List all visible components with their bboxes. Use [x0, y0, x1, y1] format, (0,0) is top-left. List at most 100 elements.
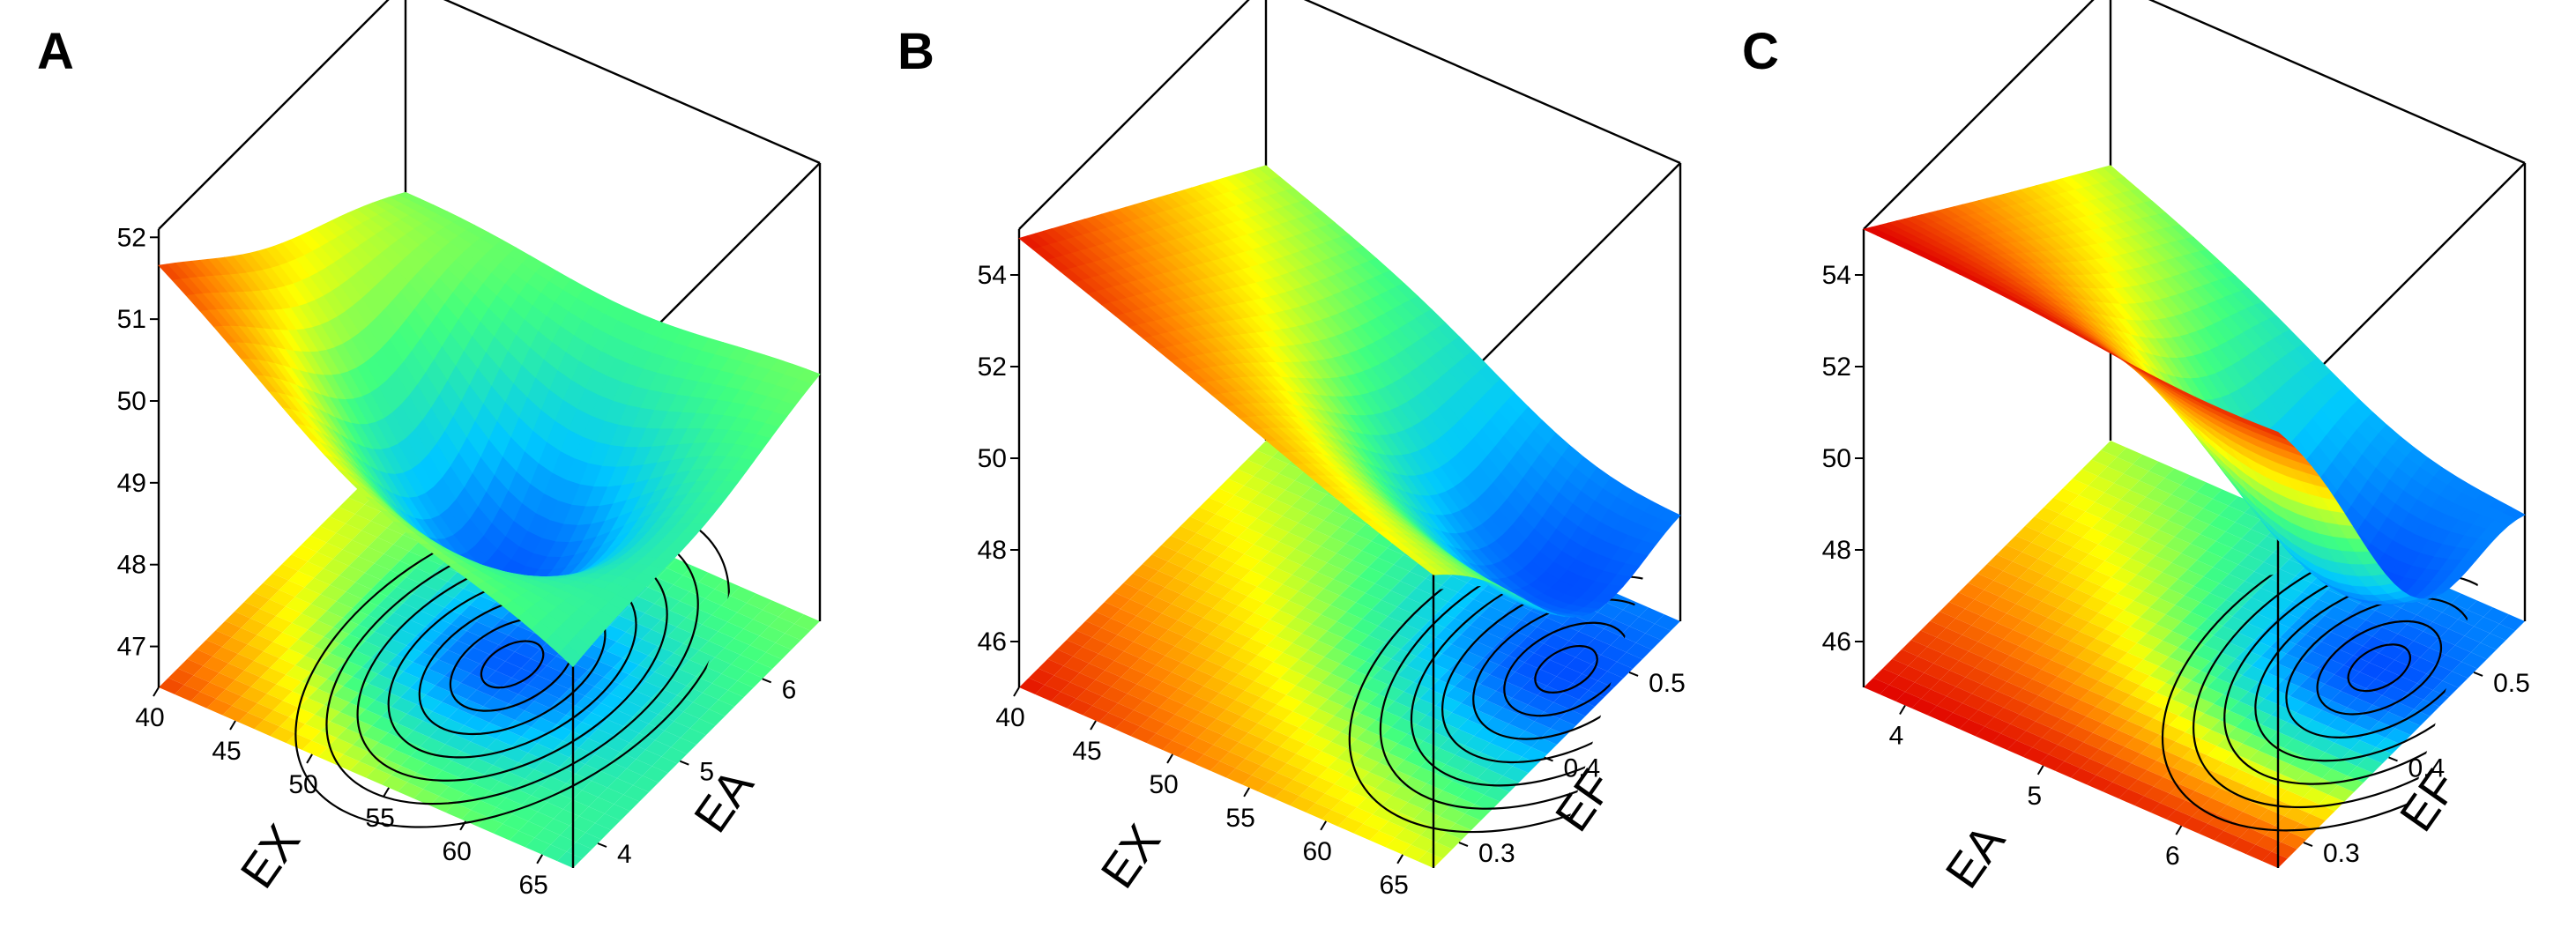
- floor-cell: [1343, 560, 1369, 577]
- floor-cell: [1339, 517, 1366, 535]
- floor-cell: [1143, 691, 1169, 708]
- floor-cell: [1345, 534, 1372, 551]
- floor-cell: [1298, 513, 1324, 531]
- floor-cell: [364, 563, 391, 580]
- floor-cell: [721, 664, 748, 681]
- floor-cell: [620, 742, 646, 760]
- x-tick-label: 6: [2165, 842, 2180, 871]
- floor-cell: [1381, 590, 1407, 607]
- floor-cell: [1076, 620, 1102, 638]
- floor-cell: [241, 686, 267, 703]
- floor-cell: [1355, 524, 1381, 542]
- floor-cell: [1133, 564, 1159, 581]
- floor-cell: [1206, 582, 1232, 599]
- floor-cell: [320, 516, 346, 533]
- floor-cell: [1374, 574, 1401, 590]
- floor-cell: [1333, 637, 1359, 655]
- floor-cell: [426, 753, 452, 770]
- floor-cell: [1196, 591, 1223, 609]
- floor-cell: [444, 666, 471, 683]
- floor-cell: [445, 734, 471, 752]
- floor-cell: [339, 566, 365, 583]
- z-tick-label: 52: [1822, 352, 1851, 382]
- floor-cell: [197, 640, 222, 657]
- floor-cell: [288, 639, 315, 657]
- floor-cell: [1272, 516, 1299, 533]
- floor-cell: [617, 768, 643, 785]
- floor-cell: [1234, 553, 1261, 571]
- floor-cell: [212, 647, 238, 664]
- floor-cell: [244, 660, 271, 678]
- floor-cell: [587, 660, 614, 678]
- floor-cell: [1432, 585, 1458, 602]
- floor-cell: [638, 587, 665, 604]
- floor-cell: [269, 590, 295, 607]
- floor-cell: [1330, 595, 1356, 612]
- floor-cell: [1301, 624, 1328, 641]
- floor-cell: [1123, 642, 1150, 658]
- floor-cell: [492, 686, 518, 704]
- floor-cell: [272, 564, 299, 581]
- floor-cell: [1307, 503, 1334, 521]
- floor-cell: [219, 663, 245, 680]
- floor-cell: [635, 612, 661, 630]
- floor-cell: [769, 617, 795, 634]
- floor-cell: [291, 545, 317, 562]
- floor-cell: [1202, 539, 1229, 557]
- floor-cell: [359, 683, 385, 701]
- floor-cell: [518, 753, 544, 770]
- floor-cell: [1378, 616, 1404, 634]
- floor-cell: [333, 617, 359, 634]
- floor-cell: [1216, 709, 1242, 726]
- floor-cell: [1226, 768, 1252, 785]
- y-tick-label: 0.5: [1649, 669, 1686, 698]
- floor-cell: [607, 709, 633, 727]
- floor-cell: [428, 659, 455, 676]
- floor-cell: [260, 599, 286, 616]
- floor-cell: [1162, 740, 1188, 757]
- x-axis-title: EX: [231, 815, 310, 897]
- floor-cell: [270, 726, 296, 744]
- floor-cell: [1235, 690, 1262, 708]
- floor-cell: [1391, 717, 1418, 734]
- floor-cell: [1473, 657, 1500, 675]
- floor-cell: [1350, 713, 1376, 730]
- floor-cell: [1238, 596, 1264, 613]
- floor-cell: [272, 632, 299, 649]
- floor-cell: [1165, 646, 1191, 663]
- floor-cell: [1334, 774, 1360, 791]
- floor-cell: [1397, 665, 1424, 683]
- floor-cell: [377, 596, 404, 613]
- floor-cell: [1299, 718, 1325, 735]
- floor-cell: [257, 694, 283, 710]
- floor-cell: [460, 605, 487, 622]
- panel-letter-B: B: [897, 23, 934, 80]
- x-tick-label: 5: [2027, 782, 2042, 811]
- z-tick-label: 52: [978, 352, 1007, 382]
- floor-cell: [368, 605, 394, 622]
- floor-cell: [636, 681, 661, 698]
- floor-cell: [1314, 657, 1341, 674]
- floor-cell: [1327, 553, 1353, 570]
- floor-cell: [1247, 518, 1273, 535]
- floor-cell: [399, 551, 426, 568]
- floor-cell: [345, 514, 371, 531]
- floor-cell: [1145, 597, 1172, 613]
- floor-cell: [397, 714, 423, 731]
- floor-cell: [279, 580, 305, 597]
- floor-cell: [718, 621, 744, 639]
- floor-cell: [702, 614, 728, 632]
- floor-cell: [416, 694, 443, 712]
- floor-cell: [1308, 709, 1335, 725]
- floor-cell: [562, 663, 588, 680]
- floor-cell: [183, 675, 210, 692]
- floor-cell: [1202, 608, 1229, 625]
- floor-cell: [540, 844, 567, 862]
- floor-cell: [1146, 664, 1173, 682]
- floor-cell: [1079, 663, 1106, 680]
- x-tick: [1166, 753, 1173, 764]
- floor-cell: [464, 647, 489, 664]
- floor-cell: [708, 631, 734, 649]
- floor-cell: [1051, 692, 1076, 709]
- floor-cell: [572, 722, 599, 738]
